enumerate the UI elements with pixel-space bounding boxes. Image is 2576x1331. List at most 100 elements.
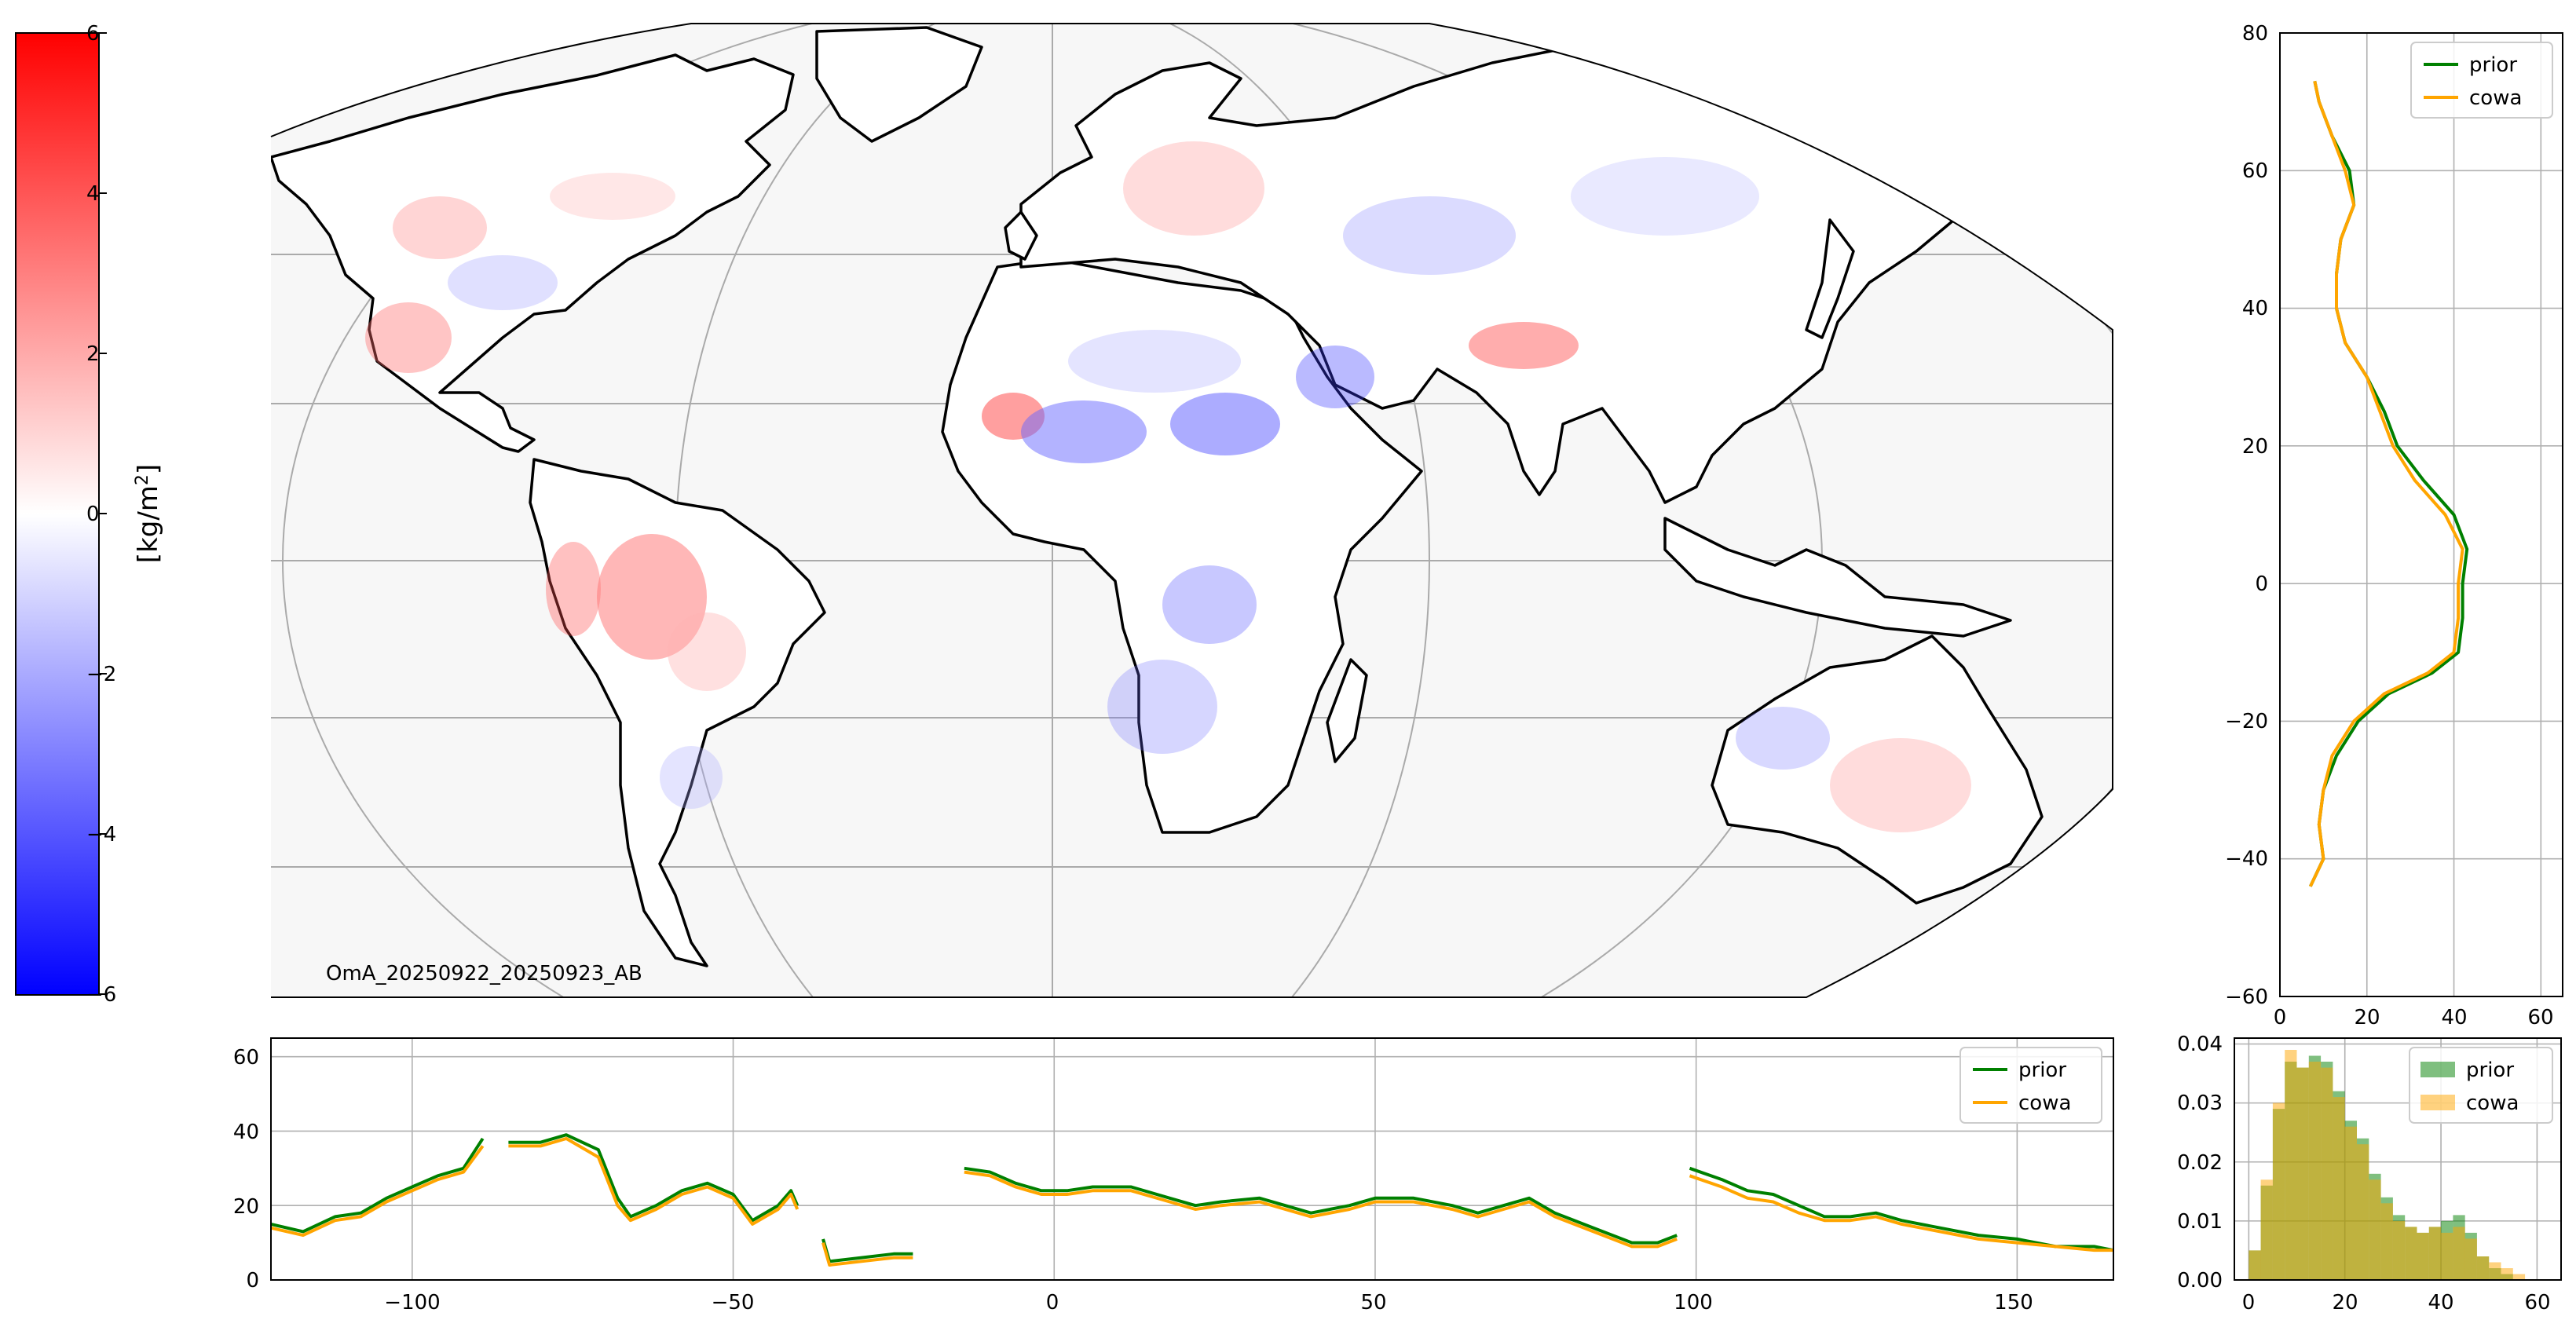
africa	[941, 258, 1423, 834]
meridional-legend-cowa: cowa	[2018, 1091, 2071, 1115]
zonal-ytick-40: 40	[2242, 297, 2268, 320]
histogram-bar-cowa	[2489, 1262, 2501, 1280]
histogram-panel: 0.00 0.01 0.02 0.03 0.04 0 20 40 60 prio…	[2177, 1033, 2562, 1315]
meridional-line-prior	[508, 1133, 800, 1223]
meridional-legend-prior: prior	[2018, 1059, 2066, 1082]
land-masses	[271, 26, 2044, 967]
colorbar-gradient	[15, 32, 100, 996]
australia	[1711, 634, 2044, 905]
colorbar-label: [kg/m2]	[133, 464, 164, 563]
meridional-xtick-150: 150	[1994, 1291, 2033, 1315]
zonal-yticks: 80 60 40 20 0 −20 −40 −60	[2225, 22, 2268, 1009]
colorbar-tick-0: 0	[86, 503, 100, 526]
histogram-bar-cowa	[2501, 1268, 2513, 1280]
southeast-asia-islands	[1663, 517, 2012, 638]
histogram-xtick-20: 20	[2332, 1291, 2358, 1315]
zonal-ytick-80: 80	[2242, 22, 2268, 46]
histogram-bar-cowa	[2272, 1102, 2285, 1280]
meridional-line-prior	[1689, 1166, 2113, 1252]
histogram-bar-cowa	[2333, 1097, 2345, 1280]
colorbar-tick-6: 6	[86, 22, 100, 46]
meridional-line-prior	[271, 1137, 485, 1234]
meridional-yticks: 0 20 40 60	[233, 1046, 259, 1293]
colorbar: 6 4 2 0 −2 −4 −6 [kg/m2]	[15, 22, 164, 1007]
histogram-legend-prior: prior	[2466, 1059, 2514, 1082]
histogram-ytick-2: 0.02	[2177, 1151, 2223, 1175]
meridional-line-cowa	[271, 1145, 485, 1238]
meridional-line-cowa	[1689, 1174, 2113, 1252]
colorbar-tick-2: 2	[86, 342, 100, 366]
histogram-axes-frame	[2234, 1037, 2562, 1281]
histogram-legend: prior cowa	[2409, 1047, 2553, 1124]
meridional-line-cowa	[508, 1136, 800, 1226]
zonal-xticks: 0 20 40 60	[2274, 1006, 2554, 1029]
meridional-line-cowa	[821, 1242, 913, 1267]
histogram-bar-cowa	[2405, 1227, 2417, 1280]
histogram-bar-cowa	[2417, 1232, 2429, 1280]
zonal-ytick-20: 20	[2242, 435, 2268, 459]
histogram-xtick-40: 40	[2428, 1291, 2453, 1315]
meridional-line-prior	[964, 1166, 1678, 1245]
meridional-grid	[271, 1038, 2113, 1281]
histogram-bar-cowa	[2285, 1050, 2297, 1280]
histogram-bar-cowa	[2369, 1179, 2381, 1280]
world-map: OmA_20250922_20250923_AB	[270, 23, 2113, 998]
zonal-legend: prior cowa	[2410, 42, 2553, 119]
histogram-legend-cowa: cowa	[2466, 1091, 2519, 1115]
map-annotation: OmA_20250922_20250923_AB	[326, 962, 642, 985]
madagascar	[1326, 658, 1368, 763]
greenland	[815, 26, 983, 143]
zonal-profile-panel: 80 60 40 20 0 −20 −40 −60 0 20 40 60 pri…	[2225, 22, 2563, 1029]
histogram-bar-cowa	[2308, 1062, 2322, 1280]
zonal-ytick-60: 60	[2242, 159, 2268, 183]
meridional-legend: prior cowa	[1959, 1047, 2102, 1124]
histogram-bar-cowa	[2249, 1250, 2261, 1280]
zonal-line-prior	[2308, 80, 2469, 887]
histogram-bar-cowa	[2453, 1227, 2465, 1280]
zonal-ytick-neg20: −20	[2225, 710, 2268, 733]
anomaly-field	[365, 141, 1971, 832]
colorbar-ticks: 6 4 2 0 −2 −4 −6	[86, 22, 116, 1007]
meridional-ytick-0: 0	[246, 1269, 259, 1293]
histogram-bar-cowa	[2296, 1067, 2309, 1280]
meridional-ytick-20: 20	[233, 1195, 259, 1219]
zonal-line-cowa	[2308, 80, 2464, 887]
eurasia	[1019, 38, 2044, 504]
histogram-bar-cowa	[2512, 1274, 2526, 1280]
meridional-profile-panel: −100 −50 0 50 100 150 0 20 40 60 prior c…	[233, 1037, 2114, 1315]
histogram-xtick-60: 60	[2524, 1291, 2550, 1315]
histogram-bar-cowa	[2380, 1203, 2393, 1280]
histogram-ytick-1: 0.01	[2177, 1210, 2223, 1234]
meridional-xtick-0: 0	[1046, 1291, 1059, 1315]
histogram-bar-cowa	[2464, 1238, 2477, 1280]
meridional-series	[271, 1133, 2113, 1267]
histogram-ytick-4: 0.04	[2177, 1033, 2223, 1056]
zonal-series	[2308, 80, 2469, 887]
histogram-bar-cowa	[2392, 1220, 2406, 1280]
histogram-bar-cowa	[2441, 1232, 2453, 1280]
british-isles	[1004, 210, 1038, 261]
meridional-ytick-40: 40	[233, 1121, 259, 1144]
zonal-ytick-0: 0	[2255, 572, 2268, 596]
meridional-axes-frame	[270, 1037, 2114, 1281]
colorbar-tick-neg6: −6	[86, 983, 116, 1007]
histogram-bar-cowa	[2321, 1067, 2333, 1280]
histogram-bar-cowa	[2357, 1144, 2369, 1280]
histogram-bar-cowa	[2428, 1227, 2442, 1280]
zonal-legend-prior: prior	[2469, 53, 2517, 77]
zonal-xtick-60: 60	[2527, 1006, 2553, 1029]
colorbar-tick-neg4: −4	[86, 823, 116, 847]
zonal-legend-cowa: cowa	[2469, 86, 2522, 110]
zonal-ytick-neg40: −40	[2225, 847, 2268, 871]
histogram-xticks: 0 20 40 60	[2242, 1291, 2551, 1315]
meridional-xtick-100: 100	[1674, 1291, 1713, 1315]
zonal-xtick-40: 40	[2441, 1006, 2467, 1029]
colorbar-tick-neg2: −2	[86, 663, 116, 686]
histogram-bar-cowa	[2344, 1126, 2357, 1280]
histogram-bars	[2249, 1050, 2526, 1280]
zonal-ytick-neg60: −60	[2225, 985, 2268, 1009]
colorbar-tick-4: 4	[86, 182, 100, 206]
meridional-ytick-60: 60	[233, 1046, 259, 1070]
meridional-xtick-50: 50	[1360, 1291, 1386, 1315]
